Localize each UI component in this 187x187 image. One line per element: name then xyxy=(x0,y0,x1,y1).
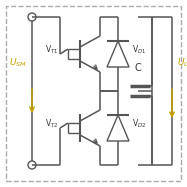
Text: V$_{T1}$: V$_{T1}$ xyxy=(45,44,58,56)
Text: C: C xyxy=(135,63,142,73)
Text: U$_C$: U$_C$ xyxy=(177,56,187,69)
Text: V$_{D1}$: V$_{D1}$ xyxy=(132,44,146,56)
FancyBboxPatch shape xyxy=(6,6,181,181)
Text: V$_{D2}$: V$_{D2}$ xyxy=(132,118,146,130)
Text: U$_{SM}$: U$_{SM}$ xyxy=(9,56,27,69)
Text: V$_{T2}$: V$_{T2}$ xyxy=(45,118,58,130)
